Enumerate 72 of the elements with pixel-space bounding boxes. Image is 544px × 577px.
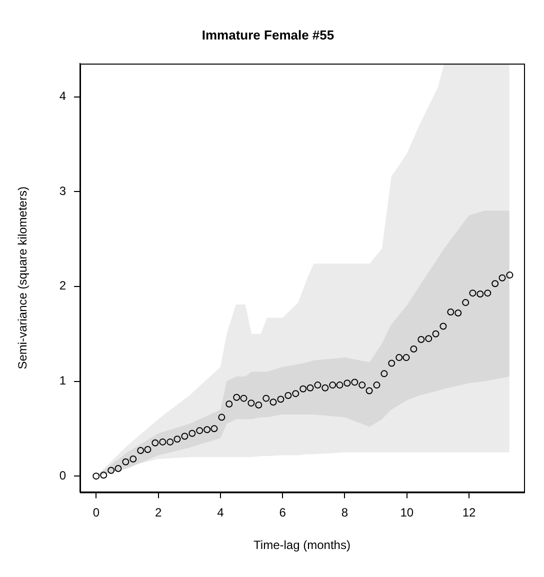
point	[462, 299, 470, 306]
point	[469, 290, 476, 297]
point	[484, 290, 492, 297]
point	[181, 432, 188, 440]
point	[402, 354, 410, 362]
chart-title: Immature Female #55	[202, 27, 334, 42]
point	[166, 438, 174, 446]
point	[292, 390, 300, 398]
point	[114, 464, 122, 472]
point	[137, 446, 144, 454]
point	[306, 384, 314, 392]
x-tick-label: 2	[154, 506, 162, 520]
y-tick-label: 2	[59, 278, 66, 293]
point	[380, 370, 388, 378]
y-axis-title: Semi-variance (square kilometers)	[16, 186, 30, 370]
point	[506, 272, 514, 279]
point	[144, 446, 152, 454]
point	[188, 430, 196, 437]
point	[122, 458, 130, 466]
x-tick-label: 8	[341, 506, 348, 520]
x-tick-label: 12	[462, 506, 476, 520]
point	[204, 426, 211, 434]
point	[366, 387, 373, 394]
point	[344, 380, 351, 387]
x-tick-label: 0	[92, 506, 100, 520]
x-tick-label: 6	[279, 506, 286, 520]
point	[476, 290, 484, 298]
point	[270, 398, 277, 406]
y-tick-label: 0	[59, 468, 66, 482]
point	[351, 378, 358, 386]
point	[425, 335, 432, 342]
point	[174, 436, 181, 443]
point	[210, 425, 218, 432]
point	[277, 396, 284, 403]
point	[440, 322, 447, 330]
point	[418, 336, 425, 344]
point	[108, 466, 115, 474]
point	[358, 382, 366, 389]
point	[152, 439, 159, 446]
point	[248, 400, 255, 407]
x-axis-title: Time-lag (months)	[254, 538, 350, 552]
point	[196, 427, 204, 434]
point	[262, 394, 270, 402]
point	[498, 274, 506, 282]
point	[373, 382, 380, 389]
point	[432, 330, 440, 338]
point	[396, 354, 403, 362]
point	[284, 392, 292, 399]
point	[492, 280, 499, 288]
x-tick-label: 10	[400, 506, 414, 520]
point	[92, 472, 100, 480]
point	[410, 346, 418, 353]
point	[218, 414, 226, 421]
point	[329, 382, 336, 389]
y-tick-label: 4	[59, 89, 66, 104]
x-tick-label: 4	[217, 506, 224, 520]
point	[336, 382, 344, 389]
point	[314, 382, 322, 389]
point	[226, 400, 233, 408]
point	[447, 308, 454, 316]
point	[255, 401, 262, 408]
point	[388, 360, 396, 367]
point	[322, 384, 329, 392]
point	[233, 394, 240, 401]
point	[454, 309, 462, 316]
point	[300, 385, 307, 392]
y-tick-label: 3	[59, 184, 66, 198]
point	[100, 472, 108, 479]
y-tick-label: 1	[59, 374, 66, 388]
point	[240, 394, 248, 402]
point	[130, 456, 137, 463]
point	[159, 438, 166, 446]
